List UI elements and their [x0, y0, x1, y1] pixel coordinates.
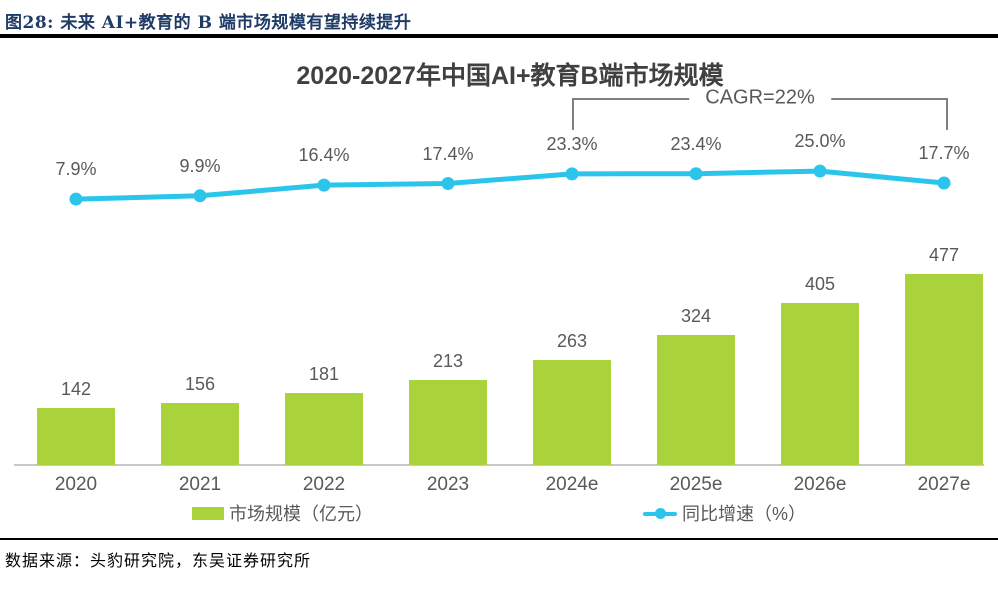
- bar-value-label: 213: [432, 350, 464, 371]
- bar-value-label: 324: [680, 306, 712, 327]
- x-axis-label: 2020: [54, 474, 98, 495]
- bar-value-label: 181: [308, 363, 340, 384]
- x-axis-line: [14, 464, 984, 466]
- x-axis-label: 2024e: [545, 474, 599, 495]
- bottom-divider: [0, 538, 998, 540]
- market-size-bar: [161, 402, 239, 465]
- line-value-label: 17.4%: [422, 143, 474, 164]
- line-value-label: 16.4%: [298, 145, 350, 166]
- line-value-label: 23.4%: [670, 133, 722, 154]
- legend-label-growth-rate: 同比增速（%）: [681, 504, 806, 524]
- x-axis-label: 2022: [302, 474, 346, 495]
- line-dot: [813, 164, 827, 178]
- line-value-label: 17.7%: [918, 143, 970, 164]
- figure-caption: 图28: 未来 AI+教育的 B 端市场规模有望持续提升: [5, 13, 412, 33]
- market-size-bar: [781, 303, 859, 465]
- bar-value-label: 142: [60, 379, 92, 400]
- line-value-label: 7.9%: [55, 159, 97, 180]
- line-value-label: 25.0%: [794, 131, 846, 152]
- line-series-swatch: [642, 507, 677, 520]
- line-dot: [193, 189, 207, 203]
- bar-value-label: 263: [556, 330, 588, 351]
- line-value-label: 23.3%: [546, 133, 598, 154]
- legend-item-growth-rate: 同比增速（%）: [642, 500, 806, 526]
- x-axis-label: 2027e: [917, 474, 971, 495]
- market-size-bar: [657, 335, 735, 465]
- x-axis-label: 2026e: [793, 474, 847, 495]
- line-dot: [317, 178, 331, 192]
- x-axis-label: 2025e: [669, 474, 723, 495]
- bar-value-label: 156: [184, 373, 216, 394]
- line-swatch-dot: [654, 507, 666, 519]
- market-size-bar: [533, 359, 611, 465]
- cagr-label: CAGR=22%: [689, 86, 831, 110]
- data-source: 数据来源：头豹研究院，东吴证券研究所: [5, 551, 312, 570]
- x-axis-label: 2021: [178, 474, 222, 495]
- market-size-bar: [905, 274, 983, 465]
- market-size-bar: [37, 408, 115, 465]
- line-dot: [69, 192, 83, 206]
- market-size-bar: [409, 379, 487, 465]
- line-dot: [689, 167, 703, 181]
- plot-area: CAGR=22% 142 156 181 213 263 324 405 477 2020 202…: [14, 0, 998, 596]
- market-size-bar: [285, 392, 363, 465]
- line-dot: [565, 167, 579, 181]
- x-axis-label: 2023: [426, 474, 470, 495]
- line-value-label: 9.9%: [179, 155, 221, 176]
- bar-value-label: 477: [928, 245, 960, 266]
- legend-label-market-size: 市场规模（亿元）: [228, 504, 373, 524]
- cagr-bracket: CAGR=22%: [572, 86, 948, 130]
- top-divider: [0, 34, 998, 38]
- line-dot: [937, 176, 951, 190]
- chart-title: 2020-2027年中国AI+教育B端市场规模: [296, 62, 724, 90]
- legend-item-market-size: 市场规模（亿元）: [191, 500, 373, 526]
- growth-rate-line: [69, 164, 951, 206]
- chart-legend: 市场规模（亿元） 同比增速（%）: [0, 500, 998, 526]
- bar-series-swatch: [191, 506, 224, 520]
- bar-value-label: 405: [804, 274, 836, 294]
- line-dot: [441, 177, 455, 191]
